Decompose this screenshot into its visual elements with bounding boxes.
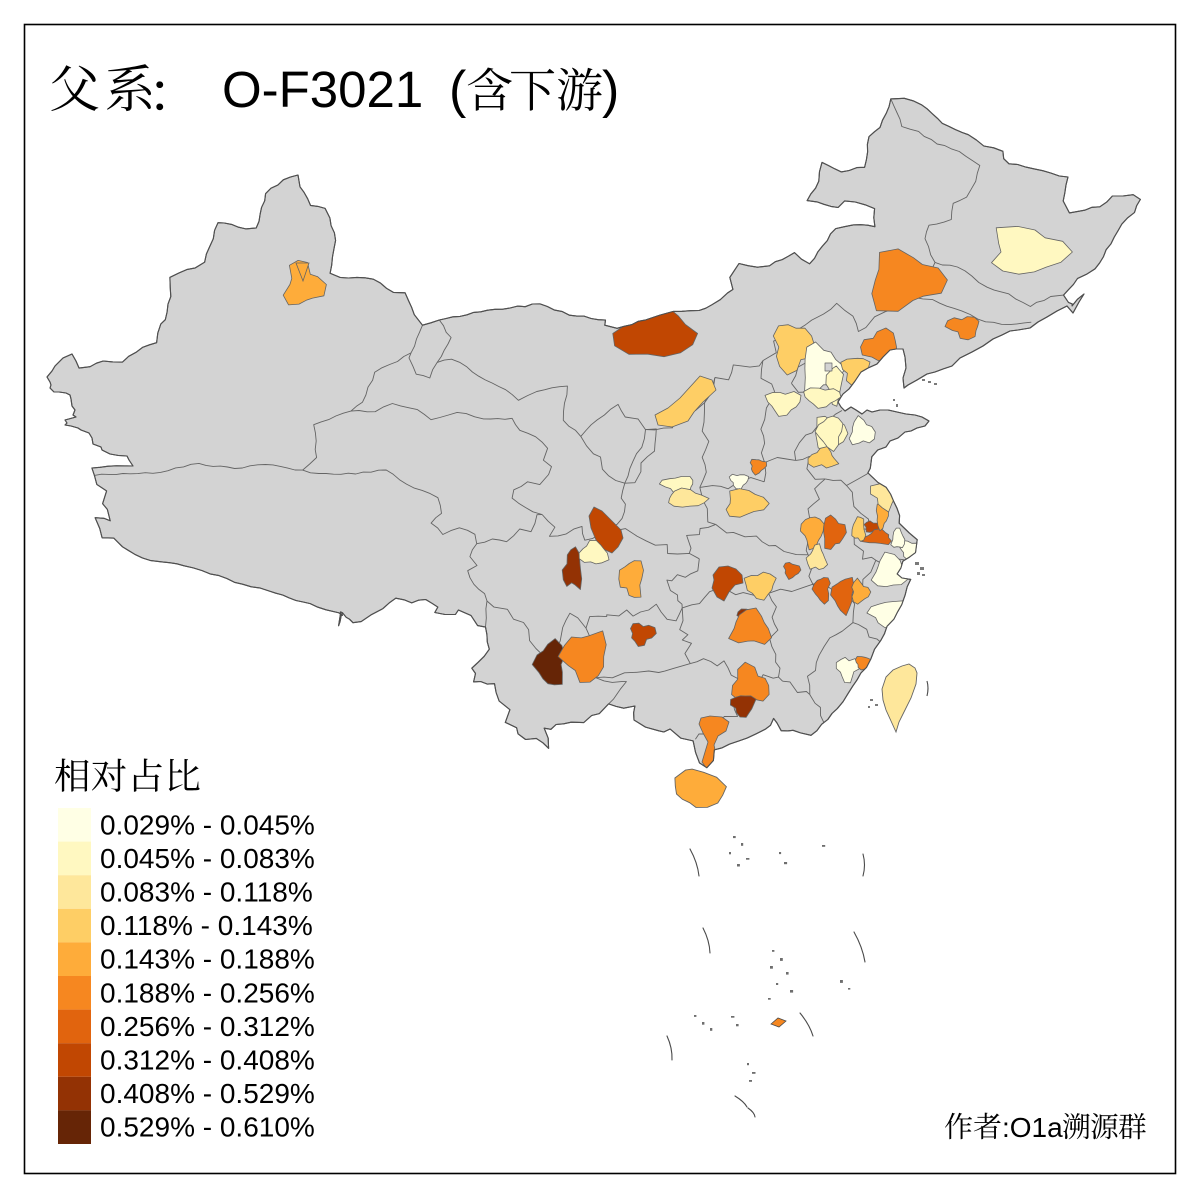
svg-text:0.408% - 0.529%: 0.408% - 0.529% (100, 1078, 315, 1109)
svg-text::O1a: :O1a (1002, 1112, 1063, 1143)
svg-text:0.312% - 0.408%: 0.312% - 0.408% (100, 1045, 315, 1076)
svg-text:0.045% - 0.083%: 0.045% - 0.083% (100, 843, 315, 874)
svg-text:0.118% - 0.143%: 0.118% - 0.143% (100, 910, 313, 941)
svg-text:0.083% - 0.118%: 0.083% - 0.118% (100, 877, 313, 908)
svg-text:0.256% - 0.312%: 0.256% - 0.312% (100, 1011, 315, 1042)
svg-text:0.529% - 0.610%: 0.529% - 0.610% (100, 1112, 315, 1143)
svg-text:(: ( (449, 61, 467, 119)
svg-text:0.143% - 0.188%: 0.143% - 0.188% (100, 944, 315, 975)
svg-text:0.188% - 0.256%: 0.188% - 0.256% (100, 977, 315, 1008)
svg-text:): ) (602, 61, 619, 119)
svg-text:0.029% - 0.045%: 0.029% - 0.045% (100, 809, 315, 840)
svg-text:O-F3021: O-F3021 (222, 61, 423, 118)
